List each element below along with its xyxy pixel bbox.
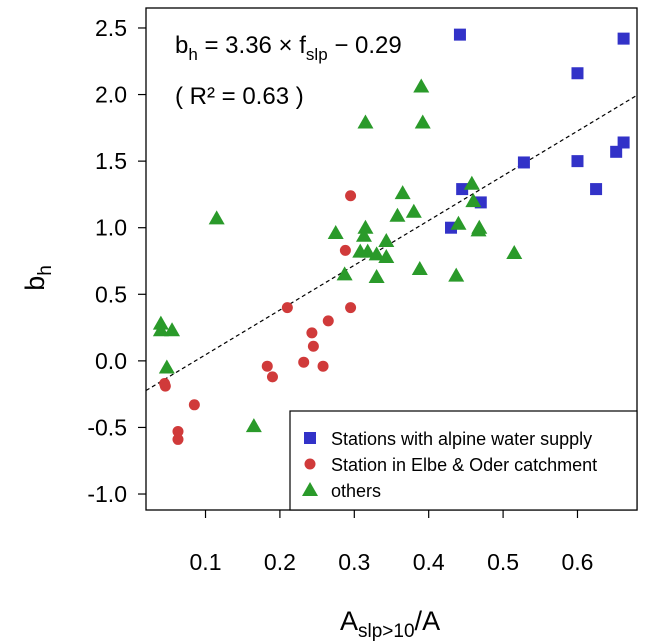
- other-station-point: [448, 267, 465, 282]
- y-tick-label: 0.0: [95, 348, 127, 374]
- other-station-point: [336, 266, 353, 281]
- elbe-oder-station-point: [345, 190, 357, 202]
- other-station-point: [357, 114, 374, 129]
- legend-marker-2: [304, 458, 316, 470]
- other-station-point: [413, 78, 430, 93]
- other-station-point: [368, 246, 385, 261]
- other-station-point: [164, 322, 181, 337]
- elbe-oder-station-point: [307, 340, 319, 352]
- other-station-point: [411, 260, 428, 275]
- elbe-oder-station-point: [322, 315, 334, 327]
- y-tick-label: -0.5: [87, 414, 127, 440]
- elbe-oder-station-point: [261, 360, 273, 372]
- regression-line: [145, 94, 638, 392]
- elbe-oder-station-point: [172, 433, 184, 445]
- other-station-point: [389, 207, 406, 222]
- other-station-point: [355, 227, 372, 242]
- elbe-oder-station-point: [172, 425, 184, 437]
- eq-lhs-main: b: [175, 32, 188, 59]
- x-axis-label: Aslp>10/A: [340, 606, 440, 642]
- y-axis-label: bh: [20, 265, 56, 291]
- alpine-station-point: [456, 183, 469, 196]
- y-tick-label: 0.5: [95, 281, 127, 307]
- alpine-station-point: [610, 145, 623, 158]
- other-station-point: [208, 210, 225, 225]
- other-station-point: [158, 359, 175, 374]
- other-station-point: [352, 243, 369, 258]
- x-tick-label: 0.2: [264, 549, 296, 575]
- legend-label-alpine: Stations with alpine water supply: [331, 429, 592, 449]
- elbe-oder-station-point: [159, 380, 171, 392]
- elbe-oder-station-point: [266, 371, 278, 383]
- other-station-point: [378, 233, 395, 248]
- legend: Stations with alpine water supply Statio…: [289, 410, 638, 511]
- legend-label-others: others: [331, 481, 381, 501]
- other-station-point: [378, 249, 395, 264]
- x-tick-label: 0.6: [561, 549, 593, 575]
- x-label-tail: A: [422, 606, 440, 636]
- legend-marker-3: [302, 482, 318, 496]
- alpine-station-point: [590, 183, 603, 196]
- other-station-point: [327, 225, 344, 240]
- legend-label-elbe: Station in Elbe & Oder catchment: [331, 455, 597, 475]
- x-label-slash: /: [415, 606, 423, 636]
- other-station-point: [506, 245, 523, 260]
- x-tick-label: 0.1: [190, 549, 222, 575]
- x-tick-label: 0.5: [487, 549, 519, 575]
- other-station-point: [152, 322, 169, 337]
- r2-annotation: ( R² = 0.63 ): [175, 83, 304, 110]
- alpine-station-point: [453, 28, 466, 41]
- other-station-point: [405, 203, 422, 218]
- other-station-point: [394, 185, 411, 200]
- x-tick-label: 0.3: [338, 549, 370, 575]
- other-station-point: [357, 219, 374, 234]
- x-label-sub: slp>10: [358, 621, 415, 642]
- y-tick-label: 2.5: [95, 15, 127, 41]
- elbe-oder-station-point: [306, 327, 318, 339]
- elbe-oder-station-point: [281, 302, 293, 314]
- y-tick-label: 1.5: [95, 148, 127, 174]
- y-tick-label: -1.0: [87, 481, 127, 507]
- legend-box: [289, 410, 638, 511]
- y-label-sub: h: [35, 265, 56, 276]
- y-tick-label: 1.0: [95, 215, 127, 241]
- eq-tail: − 0.29: [328, 32, 402, 59]
- other-station-point: [414, 114, 431, 129]
- alpine-station-point: [571, 67, 584, 80]
- alpine-station-point: [617, 32, 630, 45]
- alpine-station-point: [617, 136, 630, 149]
- y-tick-label: 2.0: [95, 82, 127, 108]
- elbe-oder-station-point: [317, 360, 329, 372]
- alpine-station-point: [517, 156, 530, 169]
- y-label-main: b: [20, 276, 50, 291]
- eq-f-sub: slp: [306, 45, 328, 64]
- other-station-point: [450, 215, 467, 230]
- legend-marker-1: [304, 432, 316, 444]
- elbe-oder-station-point: [345, 302, 357, 314]
- alpine-station-point: [571, 155, 584, 168]
- eq-lhs-sub: h: [188, 45, 197, 64]
- eq-body: = 3.36 × f: [198, 32, 306, 59]
- other-station-point: [368, 268, 385, 283]
- other-station-point: [245, 418, 262, 433]
- other-station-point: [470, 222, 487, 237]
- elbe-oder-station-point: [188, 399, 200, 411]
- other-station-point: [463, 175, 480, 190]
- x-tick-label: 0.4: [413, 549, 445, 575]
- equation-annotation: bh = 3.36 × fslp − 0.29: [175, 32, 402, 64]
- elbe-oder-station-point: [298, 356, 310, 368]
- x-label-main: A: [340, 606, 358, 636]
- elbe-oder-station-point: [339, 244, 351, 256]
- other-station-point: [465, 193, 482, 208]
